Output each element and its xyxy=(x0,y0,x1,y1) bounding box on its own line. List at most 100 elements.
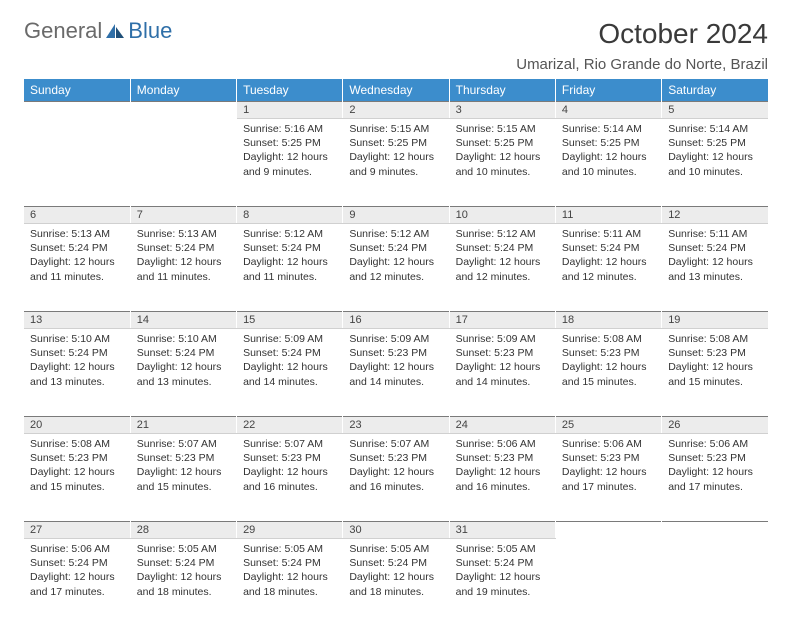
daylight-text: Daylight: 12 hours and 11 minutes. xyxy=(243,255,336,283)
day-number-cell: 4 xyxy=(555,102,661,119)
day-number-cell: 28 xyxy=(130,522,236,539)
day-content-cell: Sunrise: 5:14 AMSunset: 5:25 PMDaylight:… xyxy=(662,119,768,207)
day-number-cell: 1 xyxy=(237,102,343,119)
sunset-text: Sunset: 5:23 PM xyxy=(349,451,442,465)
day-content-cell: Sunrise: 5:12 AMSunset: 5:24 PMDaylight:… xyxy=(237,224,343,312)
day-content-cell: Sunrise: 5:15 AMSunset: 5:25 PMDaylight:… xyxy=(449,119,555,207)
daylight-text: Daylight: 12 hours and 16 minutes. xyxy=(243,465,336,493)
daylight-text: Daylight: 12 hours and 15 minutes. xyxy=(30,465,124,493)
day-number-cell: 27 xyxy=(24,522,130,539)
sunset-text: Sunset: 5:24 PM xyxy=(349,556,442,570)
sunset-text: Sunset: 5:24 PM xyxy=(137,241,230,255)
sunset-text: Sunset: 5:24 PM xyxy=(243,346,336,360)
day-content-cell: Sunrise: 5:07 AMSunset: 5:23 PMDaylight:… xyxy=(130,434,236,522)
day-number-row: 6789101112 xyxy=(24,207,768,224)
daylight-text: Daylight: 12 hours and 14 minutes. xyxy=(243,360,336,388)
day-content-cell: Sunrise: 5:08 AMSunset: 5:23 PMDaylight:… xyxy=(24,434,130,522)
day-number-cell: 21 xyxy=(130,417,236,434)
day-number-cell: 7 xyxy=(130,207,236,224)
day-content-row: Sunrise: 5:10 AMSunset: 5:24 PMDaylight:… xyxy=(24,329,768,417)
day-number-cell: 8 xyxy=(237,207,343,224)
sunrise-text: Sunrise: 5:12 AM xyxy=(243,227,336,241)
weekday-header: Tuesday xyxy=(237,79,343,102)
daylight-text: Daylight: 12 hours and 12 minutes. xyxy=(562,255,655,283)
day-content-cell: Sunrise: 5:06 AMSunset: 5:23 PMDaylight:… xyxy=(449,434,555,522)
day-number-cell: 23 xyxy=(343,417,449,434)
day-number-cell: 31 xyxy=(449,522,555,539)
daylight-text: Daylight: 12 hours and 18 minutes. xyxy=(137,570,230,598)
sunset-text: Sunset: 5:25 PM xyxy=(456,136,549,150)
sunset-text: Sunset: 5:23 PM xyxy=(562,451,655,465)
sunrise-text: Sunrise: 5:06 AM xyxy=(562,437,655,451)
day-content-cell: Sunrise: 5:08 AMSunset: 5:23 PMDaylight:… xyxy=(662,329,768,417)
sunset-text: Sunset: 5:25 PM xyxy=(668,136,762,150)
day-number-cell: 29 xyxy=(237,522,343,539)
sunrise-text: Sunrise: 5:11 AM xyxy=(668,227,762,241)
day-content-cell xyxy=(662,539,768,627)
sunset-text: Sunset: 5:24 PM xyxy=(243,241,336,255)
sunset-text: Sunset: 5:23 PM xyxy=(243,451,336,465)
day-content-cell: Sunrise: 5:13 AMSunset: 5:24 PMDaylight:… xyxy=(24,224,130,312)
day-number-cell: 5 xyxy=(662,102,768,119)
day-number-cell: 3 xyxy=(449,102,555,119)
day-number-row: 2728293031 xyxy=(24,522,768,539)
sunrise-text: Sunrise: 5:05 AM xyxy=(456,542,549,556)
sunrise-text: Sunrise: 5:05 AM xyxy=(349,542,442,556)
day-content-cell: Sunrise: 5:10 AMSunset: 5:24 PMDaylight:… xyxy=(130,329,236,417)
daylight-text: Daylight: 12 hours and 13 minutes. xyxy=(137,360,230,388)
daylight-text: Daylight: 12 hours and 16 minutes. xyxy=(349,465,442,493)
day-content-cell: Sunrise: 5:09 AMSunset: 5:23 PMDaylight:… xyxy=(449,329,555,417)
month-title: October 2024 xyxy=(516,18,768,50)
sunrise-text: Sunrise: 5:12 AM xyxy=(349,227,442,241)
day-number-cell: 10 xyxy=(449,207,555,224)
day-number-cell: 30 xyxy=(343,522,449,539)
sunset-text: Sunset: 5:25 PM xyxy=(349,136,442,150)
day-content-cell: Sunrise: 5:07 AMSunset: 5:23 PMDaylight:… xyxy=(343,434,449,522)
day-content-cell: Sunrise: 5:14 AMSunset: 5:25 PMDaylight:… xyxy=(555,119,661,207)
day-content-cell xyxy=(130,119,236,207)
day-number-cell: 18 xyxy=(555,312,661,329)
daylight-text: Daylight: 12 hours and 10 minutes. xyxy=(456,150,549,178)
sunrise-text: Sunrise: 5:08 AM xyxy=(668,332,762,346)
sunrise-text: Sunrise: 5:08 AM xyxy=(30,437,124,451)
day-content-cell: Sunrise: 5:05 AMSunset: 5:24 PMDaylight:… xyxy=(130,539,236,627)
sunset-text: Sunset: 5:24 PM xyxy=(243,556,336,570)
day-content-cell: Sunrise: 5:08 AMSunset: 5:23 PMDaylight:… xyxy=(555,329,661,417)
sunrise-text: Sunrise: 5:16 AM xyxy=(243,122,336,136)
daylight-text: Daylight: 12 hours and 12 minutes. xyxy=(349,255,442,283)
sunrise-text: Sunrise: 5:07 AM xyxy=(137,437,230,451)
sunset-text: Sunset: 5:24 PM xyxy=(30,556,124,570)
day-number-cell: 22 xyxy=(237,417,343,434)
sunrise-text: Sunrise: 5:06 AM xyxy=(668,437,762,451)
daylight-text: Daylight: 12 hours and 17 minutes. xyxy=(30,570,124,598)
sunset-text: Sunset: 5:24 PM xyxy=(562,241,655,255)
day-content-cell: Sunrise: 5:06 AMSunset: 5:24 PMDaylight:… xyxy=(24,539,130,627)
title-block: October 2024 Umarizal, Rio Grande do Nor… xyxy=(516,18,768,73)
weekday-header: Friday xyxy=(555,79,661,102)
daylight-text: Daylight: 12 hours and 14 minutes. xyxy=(349,360,442,388)
day-content-cell: Sunrise: 5:12 AMSunset: 5:24 PMDaylight:… xyxy=(449,224,555,312)
day-number-cell: 20 xyxy=(24,417,130,434)
sunrise-text: Sunrise: 5:15 AM xyxy=(456,122,549,136)
day-content-cell: Sunrise: 5:05 AMSunset: 5:24 PMDaylight:… xyxy=(343,539,449,627)
sunset-text: Sunset: 5:24 PM xyxy=(30,346,124,360)
daylight-text: Daylight: 12 hours and 9 minutes. xyxy=(349,150,442,178)
sail-icon xyxy=(104,22,126,40)
sunrise-text: Sunrise: 5:06 AM xyxy=(456,437,549,451)
day-number-cell: 17 xyxy=(449,312,555,329)
daylight-text: Daylight: 12 hours and 15 minutes. xyxy=(137,465,230,493)
weekday-header: Thursday xyxy=(449,79,555,102)
sunrise-text: Sunrise: 5:09 AM xyxy=(456,332,549,346)
sunset-text: Sunset: 5:23 PM xyxy=(456,451,549,465)
day-number-cell xyxy=(130,102,236,119)
day-content-row: Sunrise: 5:16 AMSunset: 5:25 PMDaylight:… xyxy=(24,119,768,207)
daylight-text: Daylight: 12 hours and 17 minutes. xyxy=(562,465,655,493)
header: General Blue October 2024 Umarizal, Rio … xyxy=(24,18,768,73)
sunset-text: Sunset: 5:24 PM xyxy=(137,556,230,570)
day-content-row: Sunrise: 5:06 AMSunset: 5:24 PMDaylight:… xyxy=(24,539,768,627)
day-content-cell: Sunrise: 5:12 AMSunset: 5:24 PMDaylight:… xyxy=(343,224,449,312)
day-content-cell: Sunrise: 5:06 AMSunset: 5:23 PMDaylight:… xyxy=(662,434,768,522)
day-number-cell: 2 xyxy=(343,102,449,119)
logo-text-general: General xyxy=(24,18,102,44)
sunset-text: Sunset: 5:23 PM xyxy=(668,451,762,465)
